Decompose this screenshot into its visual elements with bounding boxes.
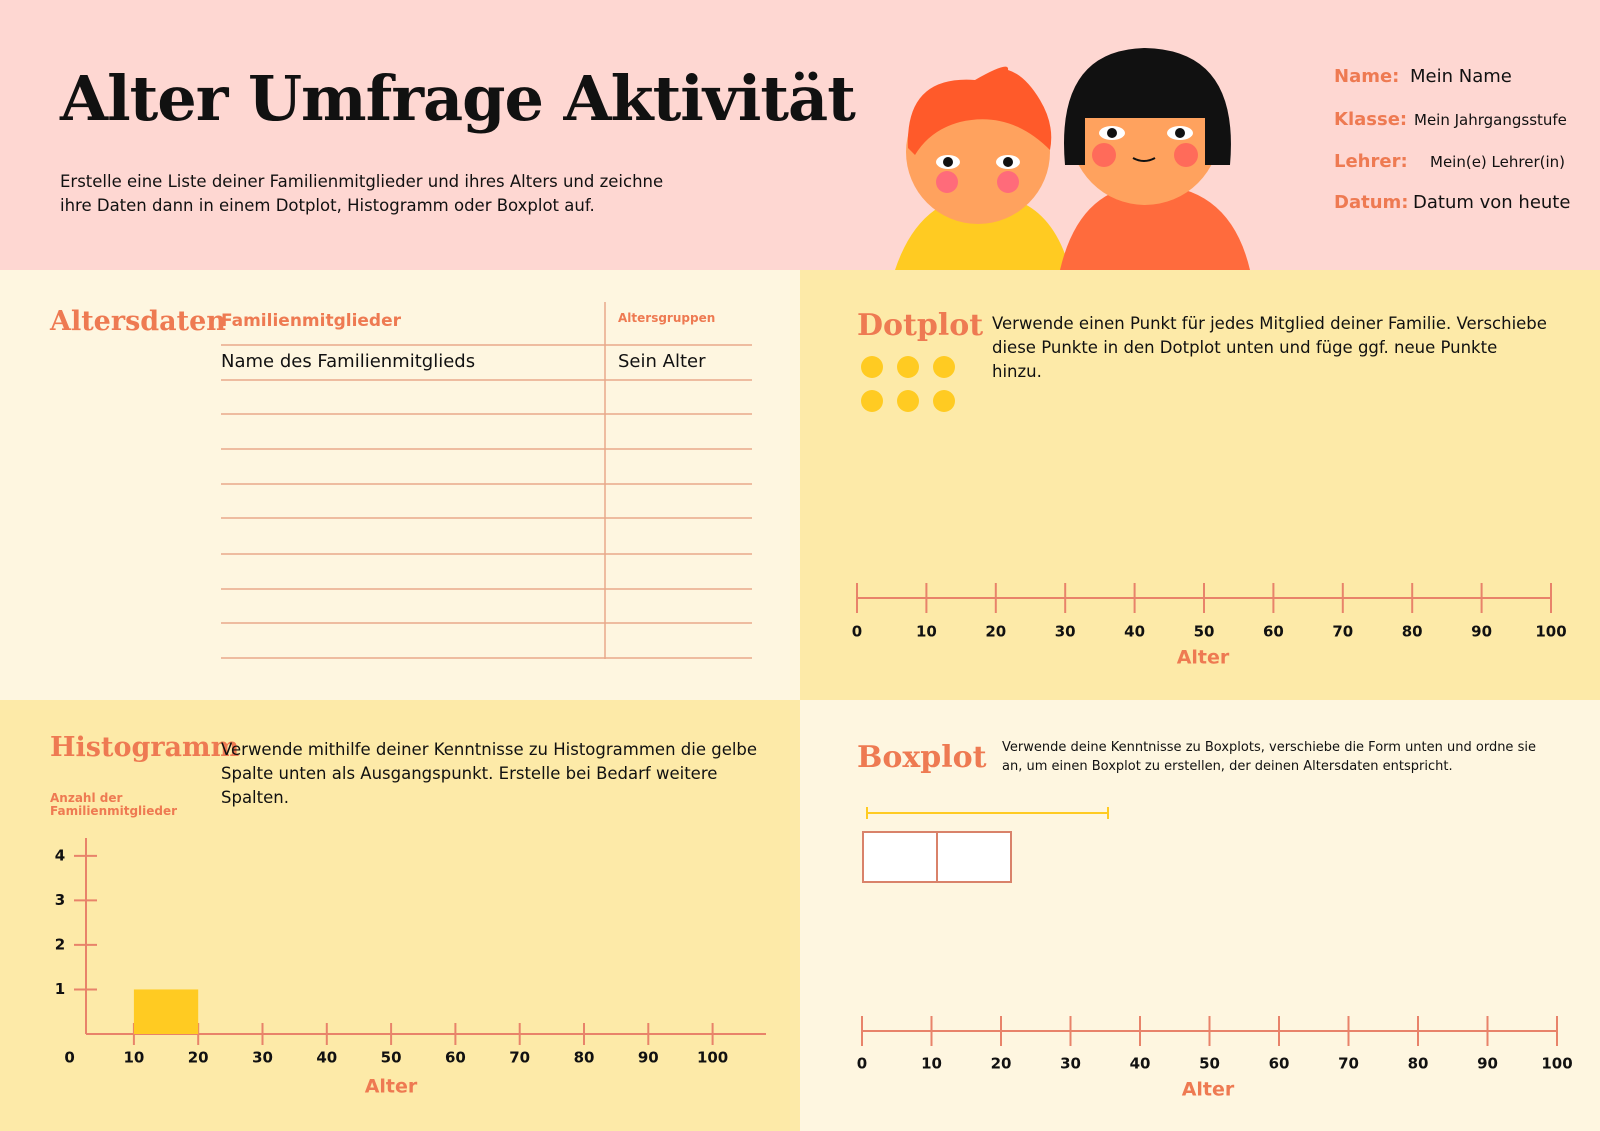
x-tick-label: 40 [1124,623,1145,641]
description: Erstelle eine Liste deiner Familienmitgl… [60,172,664,215]
description: Verwende einen Punkt für jedes Mitglied … [992,314,1547,381]
y-tick-label: 1 [55,980,65,998]
title: Alter Umfrage Aktivität [60,62,856,135]
x-tick-label: 20 [991,1055,1012,1073]
table-cell: Sein Alter [618,351,706,372]
y-axis-label: Anzahl der Familienmitglieder [50,791,178,818]
x-tick-label: 50 [1199,1055,1220,1073]
y-tick-label: 3 [55,891,65,909]
field-label: Klasse: [1334,109,1408,130]
description: Verwende deine Kenntnisse zu Boxplots, v… [1002,740,1536,774]
field-value: Mein Jahrgangsstufe [1414,110,1567,129]
x-tick-label: 0 [852,623,862,641]
movable-boxplot[interactable] [862,807,1109,883]
section-title: Altersdaten [50,306,226,337]
column-header: Altersgruppen [618,311,716,325]
x-axis-label: Alter [365,1076,418,1098]
y-tick-label: 4 [55,846,65,864]
x-tick-label: 90 [1477,1055,1498,1073]
panel-bg [800,700,1600,1131]
x-tick-label: 20 [188,1049,209,1067]
x-tick-label: 60 [1263,623,1284,641]
y-tick-label: 2 [55,935,65,953]
x-tick-label: 40 [316,1049,337,1067]
x-tick-label: 90 [638,1049,659,1067]
x-tick-label: 40 [1130,1055,1151,1073]
x-tick-label: 30 [1055,623,1076,641]
x-tick-label: 80 [1402,623,1423,641]
field-label: Datum: [1334,192,1409,213]
x-tick-label: 70 [509,1049,530,1067]
field-value: Mein Name [1410,66,1512,87]
panel-bg [0,700,800,1131]
column-header: Familienmitglieder [221,311,402,331]
section-title: Boxplot [857,740,987,775]
illustration [895,48,1250,270]
x-tick-label: 50 [381,1049,402,1067]
x-tick-label: 0 [64,1049,74,1067]
x-tick-label: 10 [921,1055,942,1073]
panel-bg [0,270,800,700]
table-cell: Name des Familienmitglieds [221,351,476,372]
x-tick-label: 80 [574,1049,595,1067]
x-tick-label: 60 [445,1049,466,1067]
x-tick-label: 60 [1269,1055,1290,1073]
section-title: Dotplot [857,308,984,343]
x-tick-label: 10 [916,623,937,641]
x-axis-label: Alter [1177,647,1230,669]
x-tick-label: 20 [985,623,1006,641]
x-tick-label: 0 [857,1055,867,1073]
header-bg [0,0,1600,270]
description: Verwende mithilfe deiner Kenntnisse zu H… [221,740,758,807]
field-value: Datum von heute [1413,192,1571,213]
x-axis-label: Alter [1182,1079,1235,1101]
x-tick-label: 50 [1194,623,1215,641]
x-tick-label: 100 [1535,623,1566,641]
x-tick-label: 30 [1060,1055,1081,1073]
x-tick-label: 70 [1332,623,1353,641]
x-tick-label: 90 [1471,623,1492,641]
x-tick-label: 70 [1338,1055,1359,1073]
x-tick-label: 10 [123,1049,144,1067]
field-label: Name: [1334,66,1400,87]
table-lines [221,302,752,659]
field-label: Lehrer: [1334,151,1408,172]
field-value: Mein(e) Lehrer(in) [1430,152,1565,171]
histogram-bar [133,989,199,1034]
x-tick-label: 80 [1408,1055,1429,1073]
x-tick-label: 100 [697,1049,728,1067]
x-tick-label: 30 [252,1049,273,1067]
x-tick-label: 100 [1541,1055,1572,1073]
section-title: Histogramm [50,732,240,763]
movable-dots[interactable] [861,356,955,412]
panel-bg [800,270,1600,700]
